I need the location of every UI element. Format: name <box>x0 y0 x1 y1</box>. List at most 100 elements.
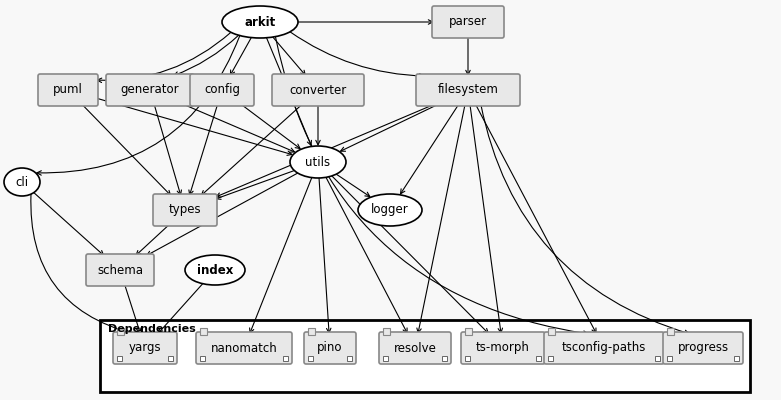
FancyBboxPatch shape <box>461 332 545 364</box>
FancyArrowPatch shape <box>316 104 320 145</box>
FancyArrowPatch shape <box>298 20 433 24</box>
Text: resolve: resolve <box>394 342 437 354</box>
Bar <box>667 356 672 361</box>
Ellipse shape <box>358 194 422 226</box>
Text: yargs: yargs <box>129 342 162 354</box>
FancyArrowPatch shape <box>332 176 488 333</box>
Text: cli: cli <box>16 176 29 188</box>
FancyArrowPatch shape <box>266 38 312 145</box>
Bar <box>465 328 472 335</box>
FancyArrowPatch shape <box>337 174 369 196</box>
FancyBboxPatch shape <box>432 6 504 38</box>
FancyArrowPatch shape <box>276 37 588 335</box>
FancyArrowPatch shape <box>37 36 240 175</box>
Text: tsconfig-paths: tsconfig-paths <box>562 342 646 354</box>
Text: nanomatch: nanomatch <box>211 342 277 354</box>
Bar <box>200 356 205 361</box>
FancyArrowPatch shape <box>189 104 218 195</box>
Text: progress: progress <box>677 342 729 354</box>
Ellipse shape <box>222 6 298 38</box>
FancyArrowPatch shape <box>154 104 181 195</box>
Bar <box>283 356 288 361</box>
FancyBboxPatch shape <box>86 254 154 286</box>
FancyBboxPatch shape <box>272 74 364 106</box>
FancyBboxPatch shape <box>416 74 520 106</box>
Text: index: index <box>197 264 234 276</box>
Bar <box>347 356 352 361</box>
Bar <box>734 356 739 361</box>
FancyBboxPatch shape <box>106 74 194 106</box>
FancyBboxPatch shape <box>544 332 664 364</box>
FancyArrowPatch shape <box>230 38 251 75</box>
FancyArrowPatch shape <box>124 284 141 333</box>
Text: parser: parser <box>449 16 487 28</box>
Bar <box>548 328 555 335</box>
FancyArrowPatch shape <box>201 104 302 195</box>
FancyArrowPatch shape <box>476 104 596 333</box>
FancyArrowPatch shape <box>290 32 424 78</box>
Text: Dependencies: Dependencies <box>108 324 196 334</box>
Text: converter: converter <box>290 84 347 96</box>
FancyArrowPatch shape <box>465 36 470 75</box>
FancyArrowPatch shape <box>319 178 331 333</box>
Ellipse shape <box>4 168 40 196</box>
Bar <box>655 356 660 361</box>
Text: generator: generator <box>121 84 180 96</box>
Text: puml: puml <box>53 84 83 96</box>
FancyArrowPatch shape <box>241 104 300 148</box>
FancyArrowPatch shape <box>82 104 170 195</box>
FancyArrowPatch shape <box>326 177 407 333</box>
Bar <box>308 328 315 335</box>
Bar <box>383 356 388 361</box>
Text: schema: schema <box>97 264 143 276</box>
FancyArrowPatch shape <box>183 104 294 152</box>
FancyArrowPatch shape <box>341 104 439 151</box>
FancyArrowPatch shape <box>147 173 298 256</box>
Text: pino: pino <box>317 342 343 354</box>
Text: types: types <box>169 204 201 216</box>
Bar <box>100 320 750 392</box>
FancyArrowPatch shape <box>174 35 239 76</box>
FancyBboxPatch shape <box>153 194 217 226</box>
Text: logger: logger <box>371 204 409 216</box>
Text: ts-morph: ts-morph <box>476 342 530 354</box>
FancyArrowPatch shape <box>417 104 465 333</box>
FancyBboxPatch shape <box>196 332 292 364</box>
Bar <box>465 356 470 361</box>
Text: arkit: arkit <box>244 16 276 28</box>
Text: filesystem: filesystem <box>437 84 498 96</box>
Text: utils: utils <box>305 156 330 168</box>
Ellipse shape <box>290 146 346 178</box>
Bar <box>117 356 122 361</box>
FancyBboxPatch shape <box>38 74 98 106</box>
Bar <box>442 356 447 361</box>
FancyArrowPatch shape <box>470 104 502 333</box>
FancyArrowPatch shape <box>159 284 203 333</box>
Bar <box>168 356 173 361</box>
FancyBboxPatch shape <box>379 332 451 364</box>
FancyBboxPatch shape <box>113 332 177 364</box>
FancyArrowPatch shape <box>30 194 134 335</box>
FancyArrowPatch shape <box>481 104 689 334</box>
FancyArrowPatch shape <box>216 104 435 197</box>
Bar <box>536 356 541 361</box>
Bar <box>117 328 124 335</box>
Ellipse shape <box>185 255 245 285</box>
FancyArrowPatch shape <box>401 104 459 194</box>
FancyArrowPatch shape <box>96 98 292 155</box>
Bar <box>667 328 674 335</box>
Bar <box>548 356 553 361</box>
Bar <box>383 328 390 335</box>
FancyArrowPatch shape <box>136 224 169 255</box>
FancyBboxPatch shape <box>663 332 743 364</box>
FancyArrowPatch shape <box>98 32 231 82</box>
FancyBboxPatch shape <box>190 74 254 106</box>
FancyArrowPatch shape <box>34 192 104 255</box>
FancyArrowPatch shape <box>216 170 294 199</box>
Bar <box>308 356 313 361</box>
FancyBboxPatch shape <box>304 332 356 364</box>
FancyArrowPatch shape <box>250 178 312 333</box>
Text: config: config <box>204 84 240 96</box>
Bar <box>200 328 207 335</box>
FancyArrowPatch shape <box>273 37 305 75</box>
